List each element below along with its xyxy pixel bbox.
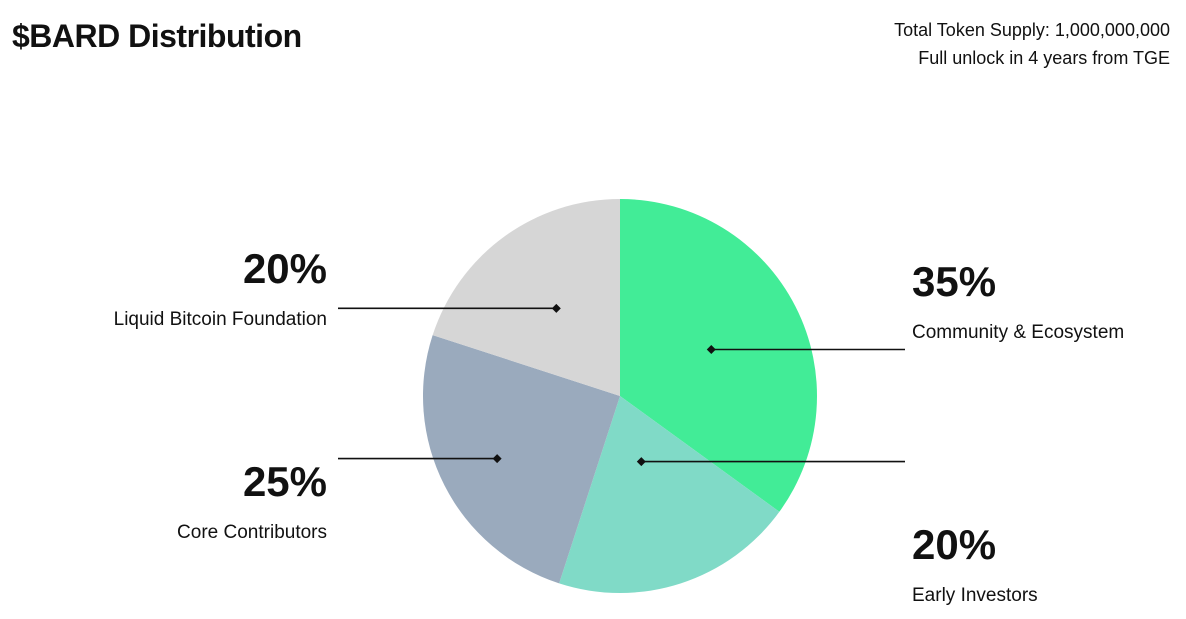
page-title: $BARD Distribution bbox=[12, 18, 302, 54]
pie-slice-community-ecosystem bbox=[620, 199, 817, 512]
data-label-percent-liquid-bitcoin-foundation: 20% bbox=[243, 245, 327, 292]
data-label-percent-core-contributors: 25% bbox=[243, 458, 327, 505]
pie-slices bbox=[423, 199, 817, 594]
leader-marker-liquid-bitcoin-foundation bbox=[551, 303, 561, 313]
data-label-category-early-investors: Early Investors bbox=[912, 585, 1038, 606]
pie-slice-early-investors bbox=[559, 396, 780, 594]
pie-slice-liquid-bitcoin-foundation bbox=[432, 199, 620, 396]
data-label-percent-early-investors: 20% bbox=[912, 521, 996, 568]
total-supply-text: Total Token Supply: 1,000,000,000 bbox=[894, 20, 1170, 40]
supply-info: Total Token Supply: 1,000,000,000 Full u… bbox=[894, 16, 1170, 72]
data-label-category-core-contributors: Core Contributors bbox=[177, 522, 327, 543]
data-label-percent-community-ecosystem: 35% bbox=[912, 258, 996, 305]
data-label-category-liquid-bitcoin-foundation: Liquid Bitcoin Foundation bbox=[114, 309, 327, 330]
leader-marker-early-investors bbox=[636, 457, 646, 467]
leader-marker-community-ecosystem bbox=[706, 344, 716, 354]
unlock-schedule-text: Full unlock in 4 years from TGE bbox=[918, 48, 1170, 68]
pie-slice-core-contributors bbox=[423, 335, 620, 584]
leader-marker-core-contributors bbox=[492, 454, 502, 464]
data-label-category-community-ecosystem: Community & Ecosystem bbox=[912, 322, 1124, 343]
